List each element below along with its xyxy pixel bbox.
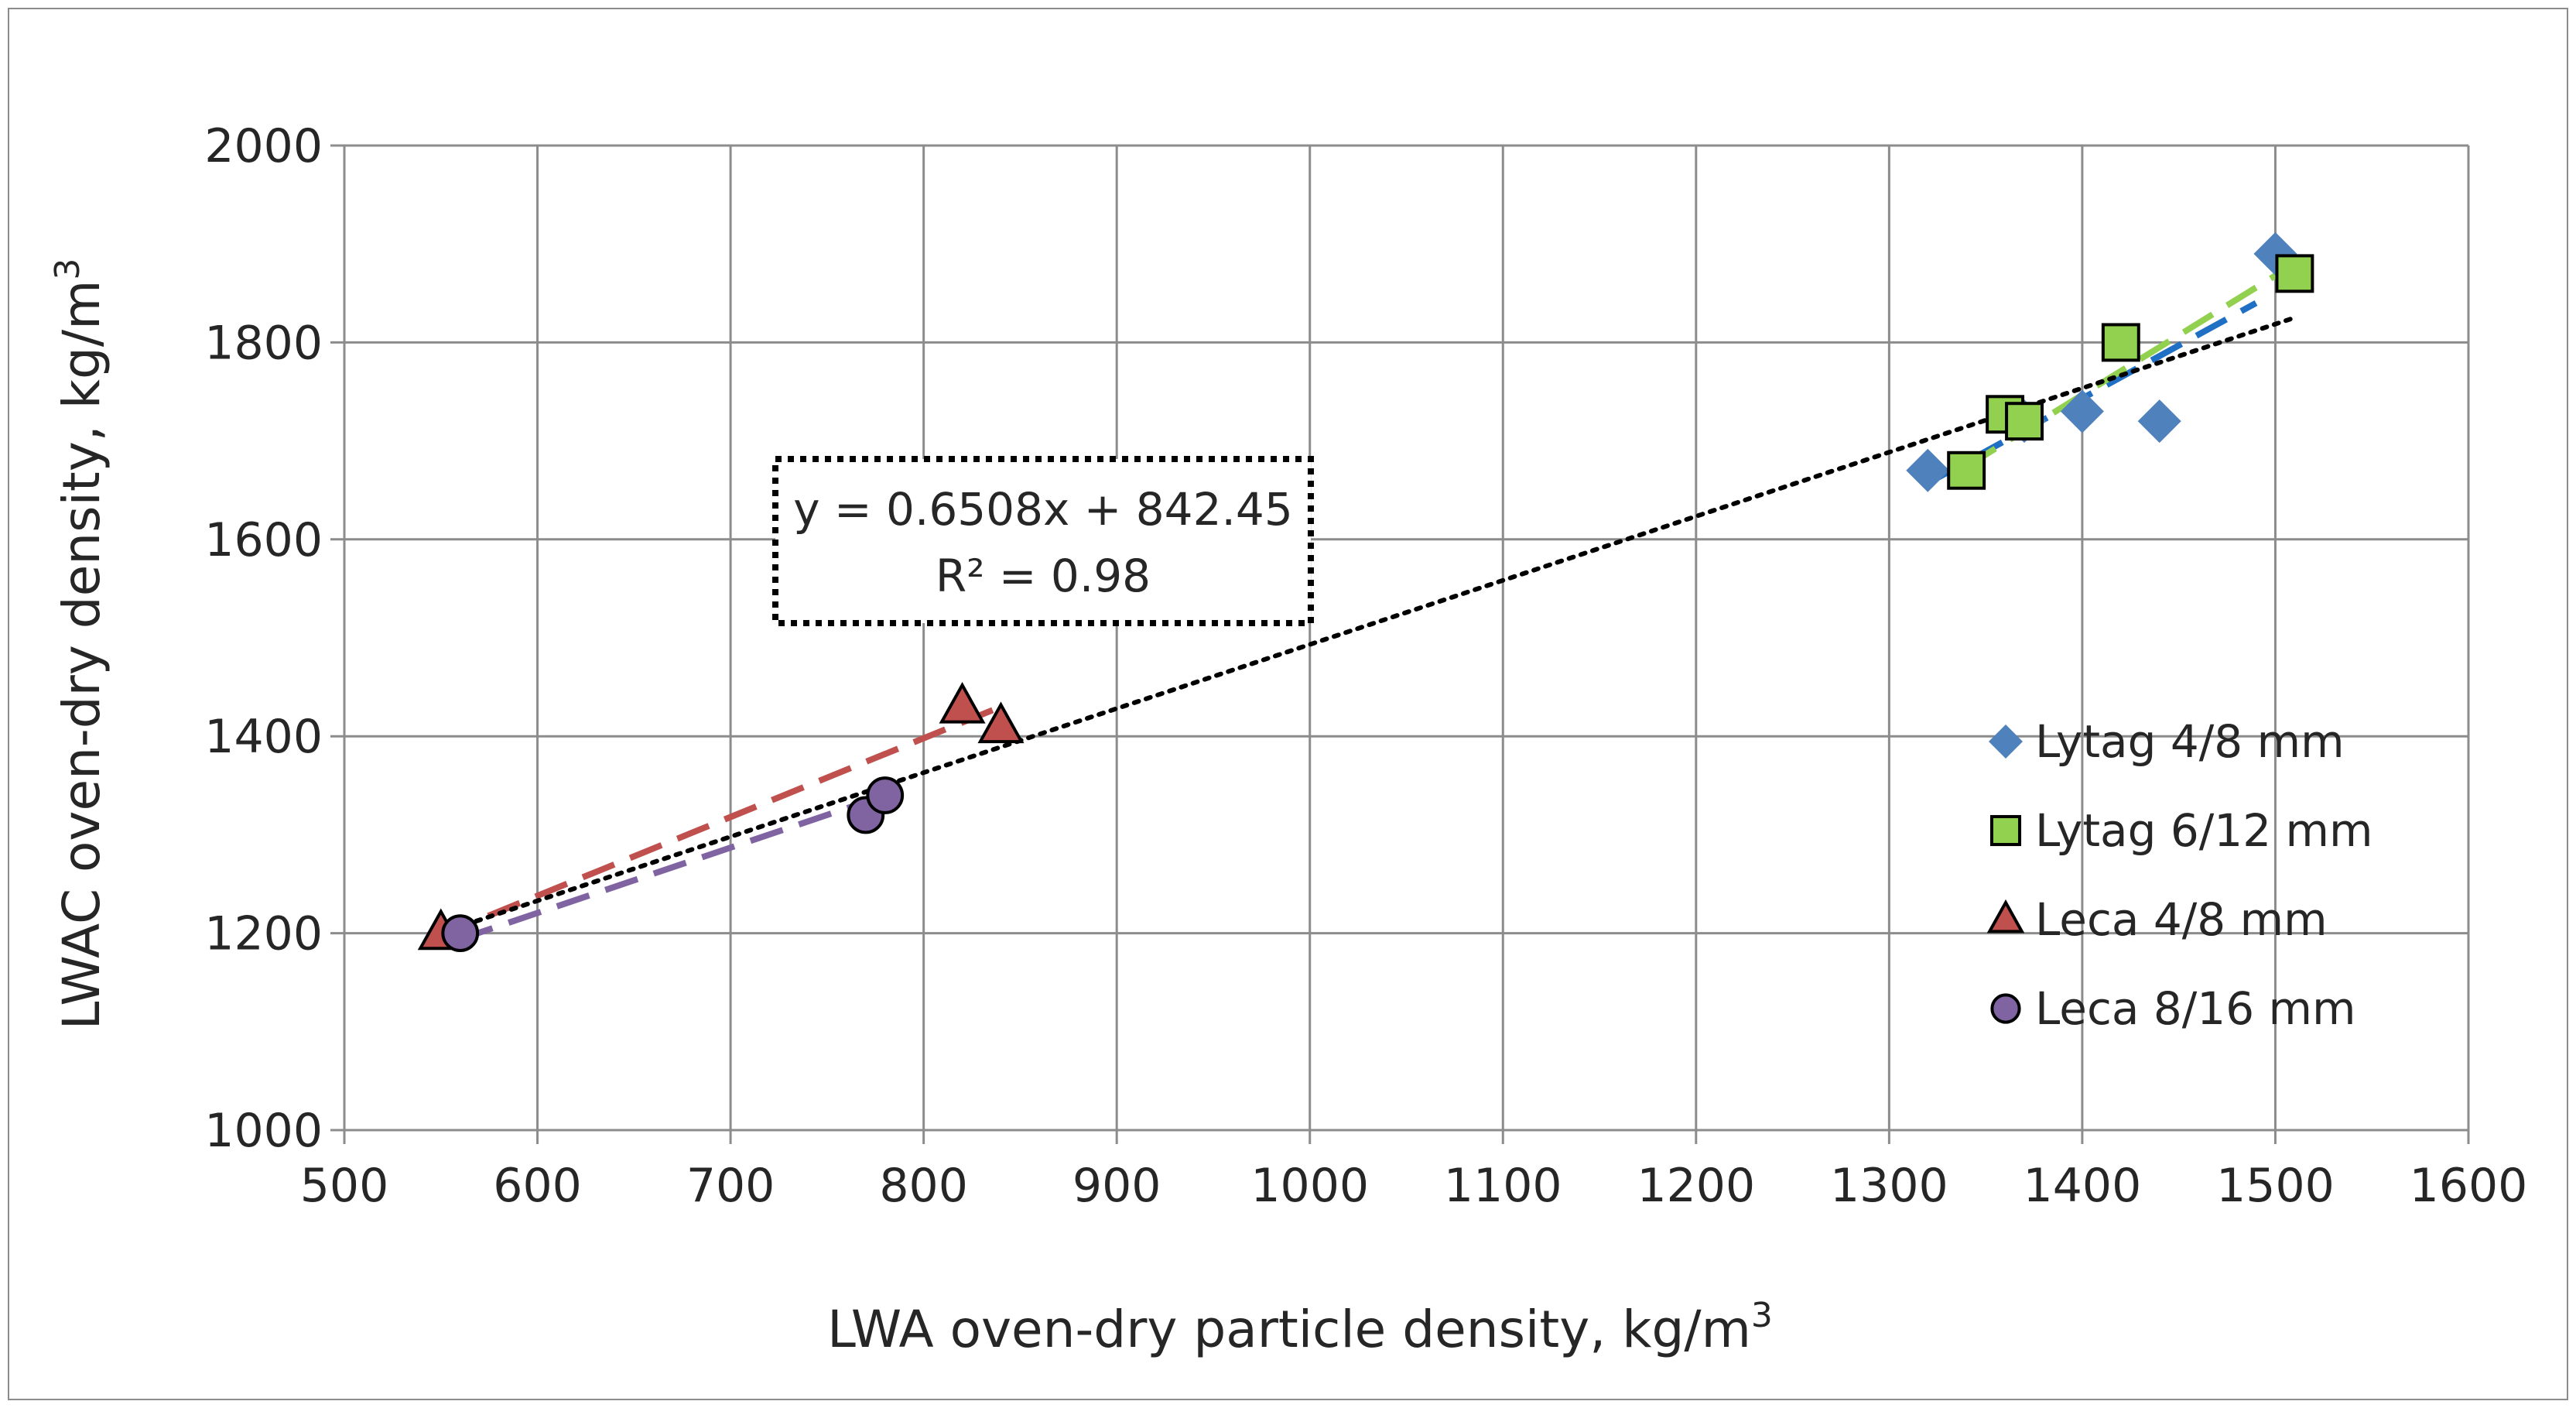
point-lytag-6-12-mm (2275, 254, 2314, 293)
trendline-leca-4-8-mm (440, 704, 1002, 938)
point-lytag-4-8-mm (2137, 399, 2181, 444)
legend-label-lytag-6-12-mm: Lytag 6/12 mm (2035, 804, 2373, 857)
point-leca-8-16-mm (441, 914, 480, 952)
point-lytag-6-12-mm (2101, 323, 2140, 362)
point-leca-8-16-mm (866, 776, 905, 814)
legend-label-lytag-4-8-mm: Lytag 4/8 mm (2035, 715, 2345, 768)
y-tick-label: 1600 (204, 513, 323, 567)
trendline-r-squared: R² = 0.98 (936, 550, 1151, 602)
legend-marker-leca-8-16-mm (1990, 993, 2021, 1024)
legend: Lytag 4/8 mm Lytag 6/12 mm Leca 4/8 mm Leca… (1986, 715, 2373, 1035)
x-axis-title: LWA oven-dry particle density, kg/m3 (827, 1296, 1773, 1359)
x-tick-label: 900 (1072, 1159, 1161, 1213)
x-tick-label: 600 (493, 1159, 582, 1213)
point-leca-4-8-mm (977, 701, 1025, 744)
trendline-equation-box: y = 0.6508x + 842.45 R² = 0.98 (772, 456, 1314, 626)
y-tick-label: 1000 (204, 1104, 323, 1158)
equation-border (772, 456, 1314, 626)
x-tick-label: 1400 (2024, 1159, 2142, 1213)
x-tick-label: 1200 (1637, 1159, 1755, 1213)
y-tick-label: 2000 (204, 119, 323, 173)
y-tick-label: 1200 (204, 907, 323, 961)
x-tick-label: 800 (879, 1159, 968, 1213)
point-lytag-6-12-mm (2005, 402, 2044, 441)
chart-frame (8, 8, 2568, 1400)
x-tick-label: 700 (686, 1159, 775, 1213)
x-tick-label: 1600 (2410, 1159, 2528, 1213)
y-tick-label: 1400 (204, 710, 323, 764)
x-tick-label: 1100 (1444, 1159, 1562, 1213)
point-lytag-4-8-mm (2060, 389, 2104, 433)
point-leca-4-8-mm (939, 681, 986, 724)
y-axis-title: LWAC oven-dry density, kg/m3 (48, 259, 111, 1030)
x-tick-label: 500 (300, 1159, 389, 1213)
legend-label-leca-8-16-mm: Leca 8/16 mm (2035, 982, 2356, 1035)
x-tick-label: 1000 (1250, 1159, 1369, 1213)
legend-marker-lytag-4-8-mm (1989, 725, 2023, 759)
data-points (417, 231, 2314, 952)
trendline-leca-8-16-mm (459, 792, 887, 943)
x-tick-label: 1300 (1830, 1159, 1948, 1213)
point-lytag-6-12-mm (1947, 450, 1986, 490)
legend-marker-lytag-6-12-mm (1989, 814, 2022, 847)
legend-marker-leca-4-8-mm (1986, 899, 2025, 934)
point-lytag-4-8-mm (1906, 448, 1950, 492)
x-tick-label: 1500 (2216, 1159, 2335, 1213)
trendline-equation: y = 0.6508x + 842.45 (793, 483, 1292, 536)
legend-label-leca-4-8-mm: Leca 4/8 mm (2035, 893, 2328, 946)
y-tick-label: 1800 (204, 316, 323, 370)
axes: 500 600 700 800 900 1000 1100 1200 1300 1400 1500 1… (204, 119, 2527, 1213)
